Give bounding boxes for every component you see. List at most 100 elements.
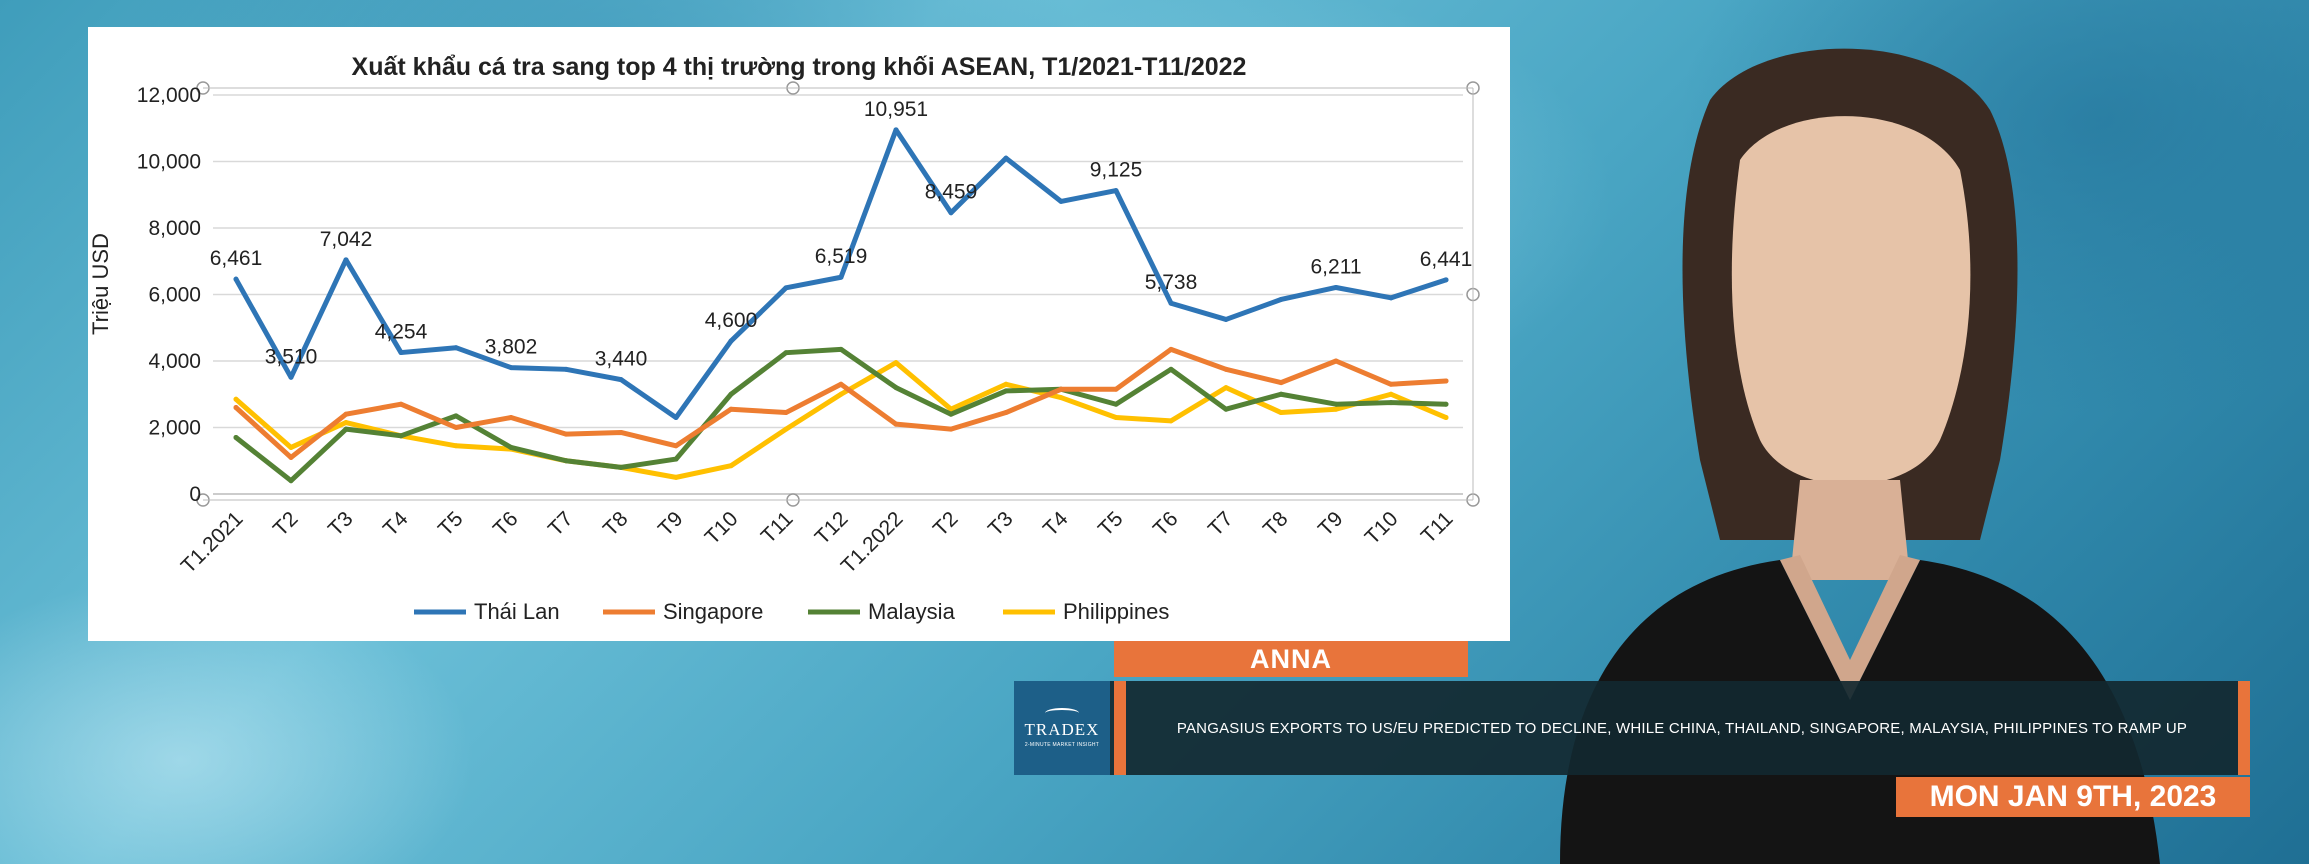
data-point <box>838 391 844 397</box>
data-point <box>1333 358 1339 364</box>
data-point <box>1333 401 1339 407</box>
data-point <box>453 443 459 449</box>
x-tick-label: T9 <box>1314 507 1348 541</box>
data-label: 4,254 <box>375 321 428 344</box>
data-point <box>398 350 404 356</box>
x-tick-label: T4 <box>379 507 413 541</box>
data-point <box>1003 388 1009 394</box>
data-point <box>1443 415 1449 421</box>
data-point <box>728 391 734 397</box>
data-point <box>398 401 404 407</box>
data-label: 6,441 <box>1420 248 1473 271</box>
data-point <box>1223 316 1229 322</box>
data-point <box>1388 391 1394 397</box>
ticker-headline: PANGASIUS EXPORTS TO US/EU PREDICTED TO … <box>1176 719 2188 737</box>
data-point <box>1223 366 1229 372</box>
x-tick-label: T11 <box>757 507 798 548</box>
data-point <box>1278 391 1284 397</box>
data-point <box>1388 381 1394 387</box>
news-ticker-bar: TRADEX 2-MINUTE MARKET INSIGHT PANGASIUS… <box>1014 681 2250 775</box>
chart-panel: Xuất khẩu cá tra sang top 4 thị trường t… <box>88 27 1510 641</box>
data-point <box>508 365 514 371</box>
x-tick-label: T8 <box>599 507 633 541</box>
data-label: 6,519 <box>815 245 868 268</box>
data-point <box>673 456 679 462</box>
data-point <box>563 458 569 464</box>
data-point <box>673 443 679 449</box>
data-point <box>673 415 679 421</box>
x-tick-label: T11 <box>1417 507 1458 548</box>
data-point <box>1113 415 1119 421</box>
data-point <box>838 274 844 280</box>
x-tick-label: T5 <box>1094 507 1128 541</box>
x-tick-label: T5 <box>434 507 468 541</box>
presenter-name: ANNA <box>1250 644 1332 674</box>
data-point <box>1003 155 1009 161</box>
data-label: 5,738 <box>1145 271 1198 294</box>
x-tick-label: T7 <box>1204 507 1238 541</box>
legend-label: Thái Lan <box>474 599 560 624</box>
data-point <box>838 381 844 387</box>
data-point <box>1333 406 1339 412</box>
series-line-0 <box>233 127 1449 421</box>
y-tick-label: 6,000 <box>148 284 201 307</box>
data-point <box>343 411 349 417</box>
data-point <box>948 406 954 412</box>
x-tick-label: T3 <box>984 507 1018 541</box>
data-point <box>948 411 954 417</box>
chart-title: Xuất khẩu cá tra sang top 4 thị trường t… <box>352 53 1247 81</box>
x-tick-label: T6 <box>489 507 523 541</box>
legend-label: Singapore <box>663 599 763 624</box>
y-tick-label: 0 <box>189 483 201 506</box>
data-label: 7,042 <box>320 228 373 251</box>
x-tick-label: T1.2021 <box>177 507 248 578</box>
data-point <box>1388 295 1394 301</box>
x-tick-label: T4 <box>1039 507 1073 541</box>
data-point <box>453 413 459 419</box>
data-point <box>1278 410 1284 416</box>
data-point <box>233 405 239 411</box>
x-tick-label: T10 <box>701 507 743 549</box>
data-label: 8,459 <box>925 181 978 204</box>
data-point <box>233 434 239 440</box>
data-point <box>398 433 404 439</box>
data-point <box>288 454 294 460</box>
data-point <box>1003 410 1009 416</box>
logo-arc-icon <box>1045 708 1079 718</box>
date-tag: MON JAN 9TH, 2023 <box>1896 777 2250 817</box>
data-point <box>233 396 239 402</box>
data-point <box>1168 418 1174 424</box>
logo-brand: TRADEX <box>1024 720 1100 739</box>
data-point <box>1113 188 1119 194</box>
data-point <box>948 426 954 432</box>
data-point <box>563 431 569 437</box>
data-point <box>1278 296 1284 302</box>
data-point <box>618 429 624 435</box>
x-tick-label: T1.2022 <box>837 507 908 578</box>
data-point <box>728 463 734 469</box>
data-point <box>1058 395 1064 401</box>
x-tick-label: T10 <box>1361 507 1403 549</box>
x-tick-label: T7 <box>544 507 578 541</box>
data-point <box>343 426 349 432</box>
data-point <box>893 385 899 391</box>
data-point <box>1058 198 1064 204</box>
data-label: 6,461 <box>210 247 263 270</box>
x-tick-label: T9 <box>654 507 688 541</box>
data-point <box>1278 380 1284 386</box>
y-tick-label: 8,000 <box>148 217 201 240</box>
data-point <box>563 366 569 372</box>
data-point <box>1443 378 1449 384</box>
data-point <box>1003 381 1009 387</box>
ticker-accent-left <box>1114 681 1126 775</box>
data-label: 6,211 <box>1311 255 1362 278</box>
data-label: 9,125 <box>1090 159 1143 182</box>
data-label: 3,510 <box>265 345 318 368</box>
data-point <box>1113 401 1119 407</box>
data-point <box>673 474 679 480</box>
line-chart: Xuất khẩu cá tra sang top 4 thị trường t… <box>88 53 1480 624</box>
data-point <box>233 276 239 282</box>
logo-subtitle: 2-MINUTE MARKET INSIGHT <box>1024 742 1100 748</box>
data-point <box>1443 401 1449 407</box>
data-point <box>288 374 294 380</box>
